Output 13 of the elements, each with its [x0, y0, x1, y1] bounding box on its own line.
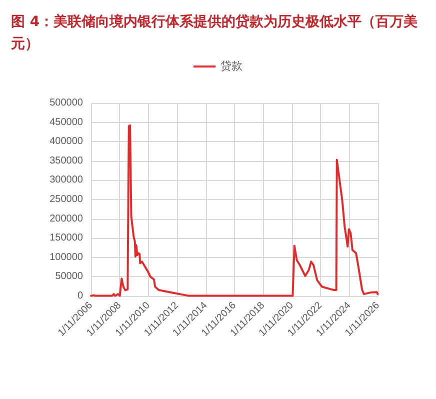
y-tick-label: 250000 — [50, 194, 84, 205]
y-tick-label: 350000 — [50, 155, 84, 166]
y-tick-label: 150000 — [50, 232, 84, 244]
y-tick-label: 500000 — [50, 98, 84, 108]
y-tick-label: 100000 — [50, 252, 84, 263]
y-tick-label: 400000 — [50, 136, 84, 148]
chart-title: 图 4：美联储向境内银行体系提供的贷款为历史极低水平（百万美元） — [10, 13, 418, 52]
y-tick-label: 50000 — [55, 271, 84, 282]
y-tick-label: 450000 — [50, 116, 84, 128]
legend-label: 贷款 — [220, 60, 242, 72]
y-tick-label: 0 — [77, 290, 84, 302]
y-tick-label: 200000 — [50, 213, 84, 224]
y-tick-label: 300000 — [50, 174, 84, 186]
